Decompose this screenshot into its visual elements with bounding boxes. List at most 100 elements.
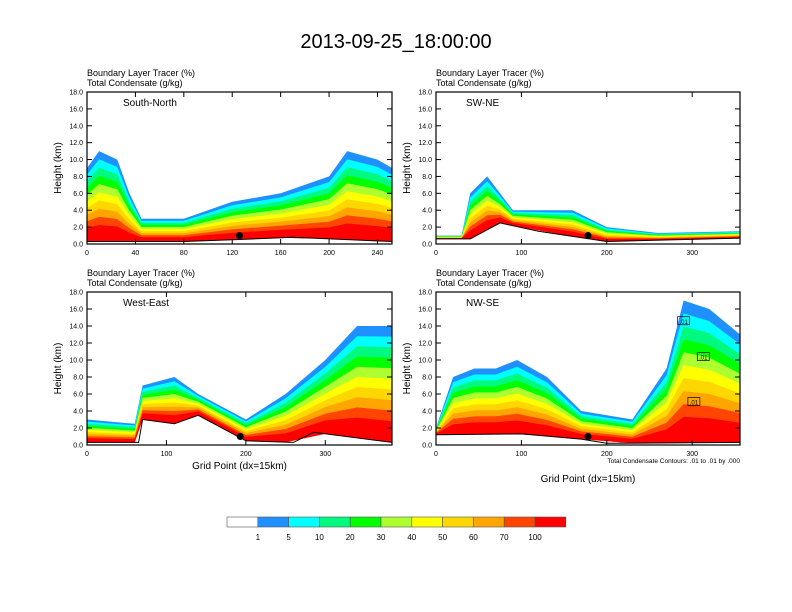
- y-tick-label: 12.0: [69, 341, 83, 348]
- location-marker: [584, 433, 592, 440]
- x-tick-label: 300: [319, 451, 331, 458]
- y-tick-label: 8.0: [422, 174, 432, 181]
- colorbar-label: 60: [469, 533, 478, 542]
- y-tick-label: 0.0: [73, 242, 83, 249]
- contour-label: .01: [679, 320, 688, 326]
- y-tick-label: 4.0: [422, 208, 432, 215]
- colorbar-label: 70: [500, 533, 509, 542]
- x-tick-label: 200: [601, 451, 613, 458]
- location-marker: [236, 232, 243, 240]
- subtitle-tracer: Boundary Layer Tracer (%): [436, 268, 544, 278]
- x-tick-label: 160: [275, 250, 287, 257]
- x-tick-label: 300: [686, 250, 698, 257]
- colorbar-swatch: [411, 516, 443, 528]
- panel-nw-se: Boundary Layer Tracer (%)Total Condensat…: [402, 268, 741, 485]
- axes-frame: [435, 291, 741, 446]
- panel-label: West-East: [123, 298, 169, 309]
- colorbar-swatch: [503, 516, 536, 528]
- x-tick-label: 80: [180, 250, 188, 257]
- panel-south-north: Boundary Layer Tracer (%)Total Condensat…: [53, 68, 393, 257]
- terrain-line: [435, 433, 741, 444]
- subtitle-condensate: Total Condensate (g/kg): [87, 78, 183, 88]
- x-tick-label: 120: [226, 250, 238, 257]
- y-tick-label: 4.0: [73, 409, 83, 416]
- contour-label: .01: [699, 355, 708, 361]
- location-marker: [236, 433, 244, 440]
- terrain-line: [436, 222, 741, 243]
- colorbar-label: 10: [315, 533, 324, 542]
- y-tick-label: 6.0: [73, 191, 83, 198]
- colorbar-swatch: [473, 516, 505, 528]
- y-tick-label: 18.0: [69, 290, 83, 297]
- y-tick-label: 2.0: [422, 225, 432, 232]
- colorbar-swatch: [319, 516, 351, 528]
- subtitle-condensate: Total Condensate (g/kg): [436, 278, 532, 288]
- y-tick-label: 8.0: [422, 375, 432, 382]
- colorbar-swatch: [288, 516, 320, 528]
- y-tick-label: 14.0: [418, 123, 432, 130]
- panel-west-east: Boundary Layer Tracer (%)Total Condensat…: [53, 268, 393, 472]
- y-tick-label: 6.0: [422, 392, 432, 399]
- contour-label-box: [696, 352, 710, 361]
- colorbar-label: 30: [377, 533, 386, 542]
- y-tick-label: 12.0: [418, 140, 432, 147]
- y-tick-label: 14.0: [69, 324, 83, 331]
- colorbar-label: 40: [407, 533, 416, 542]
- subtitle-condensate: Total Condensate (g/kg): [436, 78, 532, 88]
- colorbar-label: 50: [438, 533, 447, 542]
- colorbar-label: 5: [286, 533, 291, 542]
- colorbar-swatch: [380, 516, 413, 528]
- x-tick-label: 0: [434, 451, 438, 458]
- shaded-level-10: [436, 416, 740, 444]
- contour-label: .01: [690, 401, 699, 407]
- colorbar-label: 20: [346, 533, 355, 542]
- location-marker: [584, 232, 592, 240]
- contour-label-box: [677, 316, 690, 326]
- colorbar-swatch: [226, 516, 259, 528]
- y-axis-label: Height (km): [53, 343, 64, 395]
- y-axis-label: Height (km): [53, 142, 64, 194]
- y-axis-label: Height (km): [402, 343, 413, 395]
- colorbar-swatch: [534, 516, 567, 528]
- axes-frame: [86, 291, 393, 446]
- y-tick-label: 2.0: [422, 426, 432, 433]
- y-tick-label: 8.0: [73, 375, 83, 382]
- y-tick-label: 18.0: [418, 90, 432, 97]
- x-tick-label: 0: [434, 250, 438, 257]
- panel-label: NW-SE: [466, 298, 499, 309]
- y-tick-label: 10.0: [69, 157, 83, 164]
- shaded-level-10: [87, 411, 392, 443]
- x-axis-label: Grid Point (dx=15km): [541, 474, 636, 485]
- colorbar-label: 100: [528, 533, 542, 542]
- subtitle-tracer: Boundary Layer Tracer (%): [436, 68, 544, 78]
- y-tick-label: 2.0: [73, 426, 83, 433]
- y-tick-label: 16.0: [418, 106, 432, 113]
- colorbar-swatch: [349, 516, 382, 528]
- contour-label-box: [687, 397, 701, 406]
- y-tick-label: 16.0: [69, 307, 83, 314]
- subtitle-tracer: Boundary Layer Tracer (%): [87, 68, 195, 78]
- y-tick-label: 10.0: [69, 358, 83, 365]
- main-title: 2013-09-25_18:00:00: [300, 31, 492, 53]
- y-tick-label: 0.0: [73, 443, 83, 450]
- y-tick-label: 18.0: [418, 290, 432, 297]
- shaded-level-9: [436, 214, 740, 242]
- y-tick-label: 8.0: [73, 174, 83, 181]
- panel-label: South-North: [123, 98, 177, 109]
- y-tick-label: 4.0: [73, 208, 83, 215]
- colorbar-label: 1: [256, 533, 261, 542]
- y-tick-label: 16.0: [69, 106, 83, 113]
- panel-label: SW-NE: [466, 98, 499, 109]
- x-tick-label: 300: [686, 451, 698, 458]
- y-tick-label: 12.0: [418, 341, 432, 348]
- subtitle-tracer: Boundary Layer Tracer (%): [87, 268, 195, 278]
- y-tick-label: 6.0: [422, 191, 432, 198]
- x-tick-label: 100: [516, 451, 528, 458]
- panel-sw-ne: Boundary Layer Tracer (%)Total Condensat…: [402, 68, 741, 257]
- subtitle-condensate: Total Condensate (g/kg): [87, 278, 183, 288]
- x-tick-label: 100: [516, 250, 528, 257]
- y-axis-label: Height (km): [402, 142, 413, 194]
- colorbar: 1 5 10 20 30 40 50 60 70 100: [226, 516, 567, 542]
- y-tick-label: 12.0: [69, 140, 83, 147]
